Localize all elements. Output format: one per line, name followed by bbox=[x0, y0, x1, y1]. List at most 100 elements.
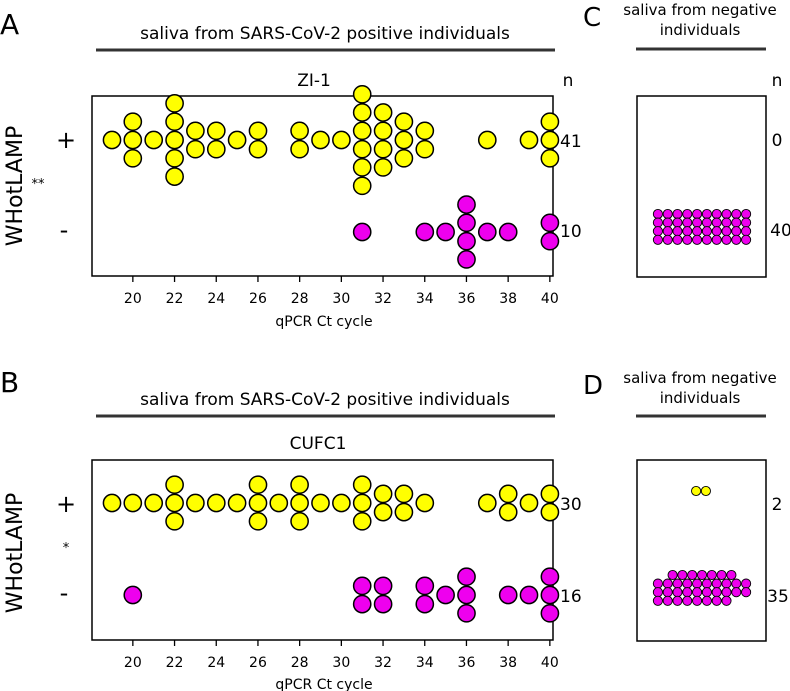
panel-a-dots bbox=[102, 84, 560, 269]
dot-negative bbox=[741, 208, 752, 220]
dot-negative bbox=[662, 208, 673, 220]
dot-negative bbox=[716, 569, 727, 581]
dot-positive-ct20 bbox=[123, 493, 143, 513]
dot-positive-ct25 bbox=[227, 493, 247, 513]
panel-b-n-minus: 16 bbox=[560, 587, 582, 607]
dot-positive-ct30 bbox=[332, 493, 351, 513]
panel-a-ycat-plus: + bbox=[56, 126, 76, 154]
panel-d-n-plus: 2 bbox=[772, 495, 783, 515]
dot-negative bbox=[672, 217, 683, 228]
dot-positive-ct28 bbox=[290, 511, 309, 531]
dot-negative-ct31 bbox=[352, 594, 372, 614]
x-tick-label: 38 bbox=[499, 655, 517, 671]
dot-positive-ct20 bbox=[123, 130, 143, 150]
panel-b: B saliva from SARS-CoV-2 positive indivi… bbox=[0, 366, 582, 691]
panel-b-plot-frame bbox=[91, 459, 554, 641]
dot-positive-ct31 bbox=[352, 139, 372, 159]
dot-negative-ct39 bbox=[519, 585, 539, 605]
panel-c-n-plus: 0 bbox=[772, 131, 783, 151]
dot-negative bbox=[667, 569, 678, 581]
dot-negative bbox=[711, 578, 722, 589]
dot-positive-ct26 bbox=[248, 475, 268, 495]
dot-positive-ct20 bbox=[123, 148, 143, 168]
dot-positive-ct19 bbox=[102, 493, 122, 513]
panel-a-significance: ** bbox=[32, 177, 46, 192]
dot-negative bbox=[701, 226, 712, 237]
panel-a-n-label: n bbox=[563, 71, 574, 91]
dot-negative bbox=[692, 595, 703, 606]
dot-negative-ct34 bbox=[415, 594, 435, 614]
dot-positive-ct40 bbox=[540, 484, 560, 504]
panel-b-ycat-minus: - bbox=[60, 579, 69, 607]
dot-positive-ct31 bbox=[352, 121, 372, 141]
dot-negative bbox=[672, 595, 683, 606]
panel-d-letter: D bbox=[583, 371, 603, 401]
dot-positive-ct31 bbox=[352, 511, 372, 531]
dot-positive-ct26 bbox=[248, 121, 268, 141]
panel-d-dots bbox=[652, 485, 752, 606]
panel-b-xlabel: qPCR Ct cycle bbox=[275, 677, 372, 691]
dot-positive-ct33 bbox=[394, 484, 414, 504]
dot-positive-ct22 bbox=[165, 493, 184, 513]
dot-positive-ct29 bbox=[311, 130, 330, 150]
dot-negative bbox=[726, 569, 737, 581]
dot-positive-ct24 bbox=[206, 121, 226, 141]
dot-positive-ct32 bbox=[373, 158, 393, 177]
dot-positive-ct22 bbox=[165, 130, 184, 150]
dot-positive-ct22 bbox=[165, 148, 184, 168]
dot-negative bbox=[721, 587, 732, 598]
x-tick-label: 34 bbox=[416, 655, 434, 671]
dot-positive-ct33 bbox=[394, 130, 414, 150]
dot-negative bbox=[711, 595, 722, 606]
dot-negative bbox=[711, 208, 722, 220]
dot-negative bbox=[652, 595, 663, 606]
dot-negative bbox=[731, 217, 742, 228]
dot-positive-ct23 bbox=[186, 139, 205, 159]
dot-positive-ct22 bbox=[165, 112, 184, 132]
dot-negative bbox=[662, 226, 673, 237]
panel-a-header: saliva from SARS-CoV-2 positive individu… bbox=[140, 24, 510, 44]
dot-positive-ct21 bbox=[144, 130, 164, 150]
dot-negative-ct36 bbox=[457, 250, 476, 269]
x-tick-label: 30 bbox=[332, 655, 350, 671]
dot-negative-ct40 bbox=[540, 213, 560, 233]
panel-c-letter: C bbox=[583, 3, 601, 33]
panel-c: C saliva from negative individuals n 0 4… bbox=[583, 1, 790, 278]
dot-negative-ct40 bbox=[540, 567, 560, 587]
x-tick-label: 32 bbox=[374, 655, 392, 671]
dot-negative bbox=[706, 569, 717, 581]
dot-negative bbox=[711, 226, 722, 237]
dot-positive-ct31 bbox=[352, 103, 372, 122]
dot-positive-ct29 bbox=[311, 493, 330, 513]
dot-positive-ct40 bbox=[540, 502, 560, 522]
dot-negative bbox=[731, 578, 742, 589]
dot-negative bbox=[696, 569, 708, 581]
dot-negative-ct35 bbox=[436, 585, 455, 605]
dot-positive-ct24 bbox=[206, 139, 226, 159]
dot-negative bbox=[672, 226, 683, 237]
dot-negative bbox=[677, 569, 688, 581]
panel-d: D saliva from negative individuals 2 35 bbox=[583, 369, 789, 642]
dot-positive-ct33 bbox=[394, 148, 414, 168]
dot-negative bbox=[652, 208, 663, 220]
dot-negative bbox=[721, 234, 732, 245]
x-tick-label: 36 bbox=[458, 291, 476, 307]
panel-b-header: saliva from SARS-CoV-2 positive individu… bbox=[140, 390, 510, 410]
x-tick-label: 32 bbox=[374, 291, 392, 307]
panel-d-frame bbox=[636, 459, 767, 642]
dot-negative-ct35 bbox=[436, 222, 455, 242]
dot-negative-ct20 bbox=[123, 585, 143, 605]
dot-negative bbox=[721, 595, 732, 606]
panel-a-plot-frame bbox=[91, 95, 554, 277]
dot-positive-ct33 bbox=[394, 502, 414, 522]
dot-negative bbox=[692, 587, 703, 598]
x-tick-label: 38 bbox=[499, 291, 517, 307]
panel-b-dots bbox=[102, 475, 560, 623]
dot-negative bbox=[701, 217, 712, 228]
panel-a-ylabel: WHotLAMP bbox=[3, 126, 28, 246]
panel-b-n-plus: 30 bbox=[560, 495, 582, 515]
dot-positive-ct22 bbox=[165, 167, 184, 186]
dot-negative bbox=[701, 208, 712, 220]
dot-negative bbox=[731, 234, 742, 245]
